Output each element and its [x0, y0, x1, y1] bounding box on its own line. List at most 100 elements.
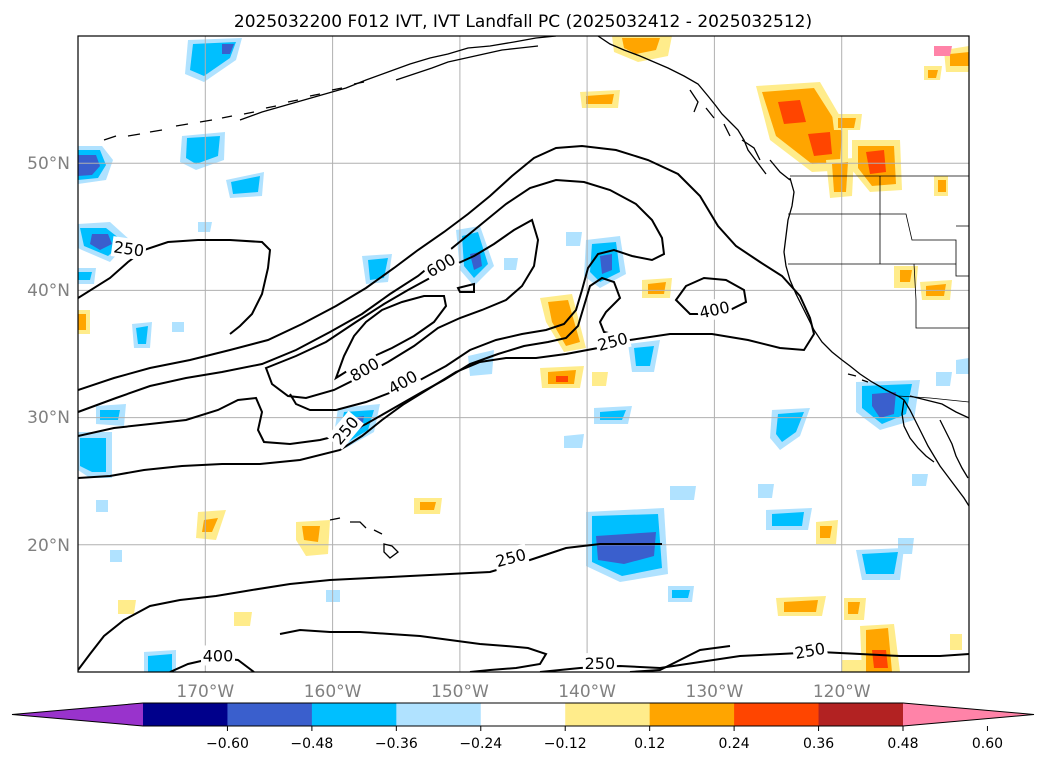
colorbar-tick-label: 0.24 [719, 736, 750, 752]
bc-islands [689, 89, 791, 181]
ivt-contour-800 [334, 295, 448, 381]
pc-patch-negative [564, 434, 584, 448]
channel-islands [847, 373, 869, 383]
colorbar-segment [649, 703, 735, 726]
pc-patch-negative [78, 155, 100, 176]
hawaiian-islands [329, 517, 399, 559]
ivt-contour-250 [78, 239, 272, 335]
ivt-contour-400 [78, 178, 666, 413]
lat-label-50n: 50°N [27, 154, 70, 174]
pc-patch-negative [596, 532, 656, 564]
pc-patch-positive [842, 660, 862, 672]
pc-patch-positive [950, 634, 962, 650]
pc-patch-positive [586, 94, 614, 104]
pc-patch-positive [938, 180, 946, 192]
contour-label: 250 [585, 654, 616, 673]
ivt-contour-250 [78, 543, 662, 671]
pc-patch-negative [758, 484, 774, 498]
colorbar-segment [565, 703, 651, 726]
colorbar-tick-label: −0.60 [206, 736, 249, 752]
pc-patch-positive [778, 100, 806, 124]
colorbar-tick-label: −0.48 [290, 736, 333, 752]
pc-patch-negative [672, 590, 690, 598]
ivt-contour-250 [629, 645, 731, 672]
chart-title: 2025032200 F012 IVT, IVT Landfall PC (20… [234, 12, 812, 32]
pc-patch-negative [600, 254, 612, 274]
pc-shading [78, 36, 969, 672]
pc-patch-negative [172, 322, 184, 332]
pc-patch-positive [934, 46, 952, 56]
lat-label-40n: 40°N [27, 281, 70, 301]
pc-patch-positive [950, 52, 969, 66]
pc-patch-positive [234, 612, 252, 626]
pc-patch-positive [302, 526, 320, 542]
pc-patch-positive [622, 38, 660, 54]
pc-patch-negative [566, 232, 582, 246]
coastlines [103, 36, 969, 559]
colorbar-segment [227, 703, 313, 726]
colorbar-tick-label: 0.60 [972, 736, 1003, 752]
contour-label-background [593, 327, 632, 356]
lon-label-160w: 160°W [304, 682, 362, 702]
lon-label-140w: 140°W [558, 682, 616, 702]
lat-label-30n: 30°N [27, 408, 70, 428]
pc-patch-positive [808, 132, 832, 156]
pc-patch-positive [202, 518, 218, 532]
lon-label-150w: 150°W [431, 682, 489, 702]
lon-axis-labels: 170°W 160°W 150°W 140°W 130°W 120°W [176, 682, 870, 702]
ivt-contour-800 [456, 282, 475, 293]
alaska-coastline [239, 36, 557, 121]
pc-patch-negative [110, 550, 122, 562]
pc-patch-negative [504, 258, 518, 270]
contour-label-background [421, 247, 461, 283]
colorbar-segment [143, 703, 228, 726]
colorbar-segment [480, 703, 566, 726]
pc-patch-negative [368, 258, 388, 280]
pc-patch-positive [848, 602, 860, 614]
ivt-contour-250 [78, 144, 816, 479]
pc-patch-positive [872, 650, 888, 668]
pc-patch-negative [634, 346, 654, 366]
colorbar-tick-label: −0.12 [544, 736, 587, 752]
pc-patch-positive [838, 118, 856, 128]
pc-patch-negative [776, 412, 804, 442]
pc-patch-negative [231, 176, 260, 194]
us-state-lines [788, 176, 969, 329]
pc-patch-negative [222, 44, 234, 54]
contour-label: 400 [203, 646, 234, 665]
colorbar-tick-label: 0.36 [803, 736, 834, 752]
colorbar-outline [11, 702, 1035, 727]
pc-patch-positive [784, 600, 818, 612]
colorbar-tick-label: 0.48 [887, 736, 918, 752]
colorbar-segment [311, 703, 397, 726]
west-coast-usa [783, 177, 969, 507]
pc-patch-positive [592, 372, 608, 386]
lat-axis-labels: 50°N 40°N 30°N 20°N [27, 154, 70, 556]
pc-patch-positive [648, 282, 666, 294]
pc-patch-negative [468, 350, 494, 376]
lon-label-120w: 120°W [813, 682, 871, 702]
colorbar-tick-label: 0.12 [634, 736, 665, 752]
pc-patch-positive [556, 376, 568, 382]
pc-patch-negative [670, 486, 696, 500]
pc-patch-positive [866, 150, 886, 174]
pc-patch-negative [96, 500, 108, 512]
pc-patch-positive [900, 270, 912, 282]
contour-label-background [695, 296, 734, 323]
gridlines [78, 36, 969, 672]
contour-label: 250 [112, 237, 145, 260]
pc-patch-negative [78, 272, 92, 280]
contour-label-background [344, 352, 385, 387]
pc-patch-positive [832, 162, 848, 192]
pc-patch-negative [898, 538, 914, 554]
contour-label-background [491, 543, 530, 572]
us-mexico-border [897, 395, 969, 403]
colorbar-tick-labels: −0.60 −0.48 −0.36 −0.24 −0.12 0.12 0.24 0.36 0.4… [206, 726, 1003, 752]
ivt-contour-250 [279, 628, 548, 672]
pc-patch-negative [148, 654, 172, 672]
pc-patch-positive [118, 600, 136, 614]
alaska-peninsula [395, 45, 539, 81]
aleutian-islands [103, 81, 365, 141]
colorbar [11, 702, 1035, 727]
